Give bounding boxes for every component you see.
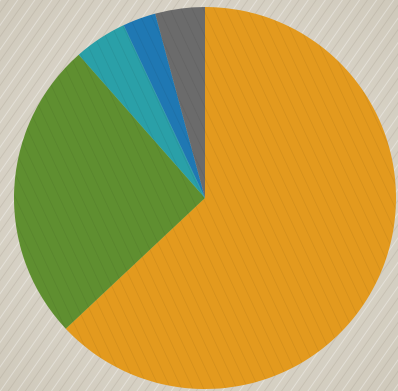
pie — [13, 7, 396, 389]
